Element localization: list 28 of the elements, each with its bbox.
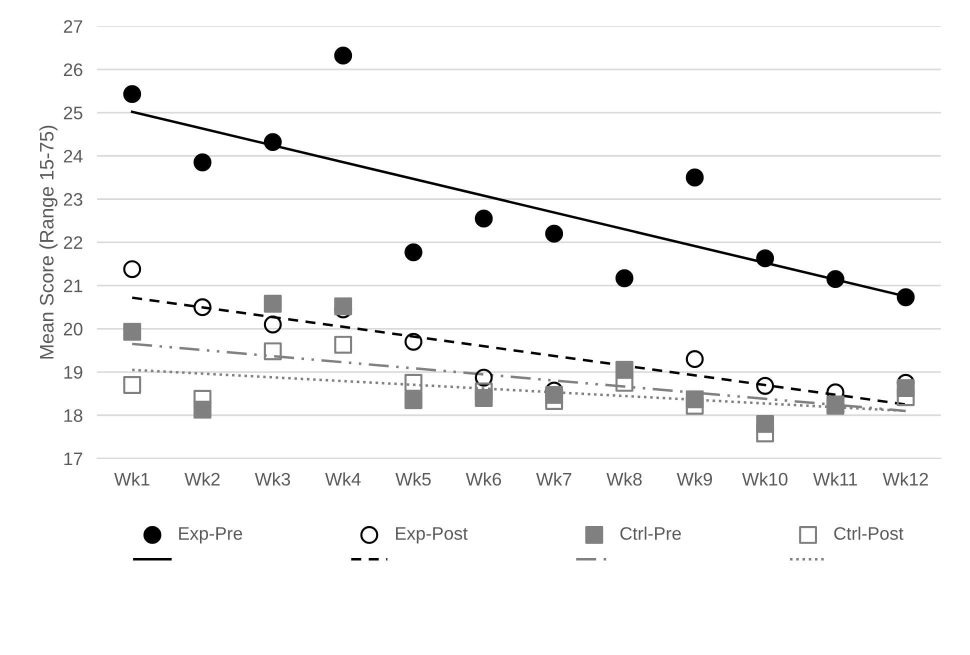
x-tick-label: Wk12 — [882, 472, 928, 486]
y-tick-label: 27 — [64, 20, 82, 33]
y-tick-label: 21 — [64, 280, 82, 292]
x-tick-label: Wk10 — [742, 472, 788, 486]
x-tick-label: Wk8 — [606, 472, 642, 486]
legend-label: Exp-Post — [396, 527, 468, 544]
x-tick-label: Wk6 — [466, 472, 502, 486]
x-tick-label: Wk11 — [813, 472, 857, 486]
x-tick-label: Wk9 — [676, 472, 712, 486]
y-tick-label: 22 — [64, 236, 82, 249]
y-tick-label: 20 — [64, 322, 82, 336]
y-tick-label: 26 — [64, 63, 82, 76]
y-tick-label: 19 — [64, 366, 82, 379]
legend-label: Exp-Pre — [179, 527, 242, 544]
y-tick-label: 24 — [64, 150, 83, 162]
y-tick-label: 23 — [64, 193, 82, 206]
x-tick-label: Wk4 — [325, 472, 361, 486]
y-tick-label: 25 — [64, 106, 82, 120]
x-tick-label: Wk3 — [254, 472, 290, 486]
y-tick-label: 18 — [64, 409, 82, 422]
x-tick-label: Wk5 — [395, 472, 431, 486]
y-axis-title: Mean Score (Range 15-75) — [39, 126, 58, 359]
x-tick-label: Wk7 — [536, 472, 572, 486]
x-tick-label: Wk1 — [114, 472, 150, 486]
legend-label: Ctrl-Post — [834, 526, 904, 540]
legend-label: Ctrl-Pre — [620, 526, 681, 540]
x-tick-label: Wk2 — [184, 472, 220, 486]
y-tick-label: 17 — [64, 452, 82, 466]
